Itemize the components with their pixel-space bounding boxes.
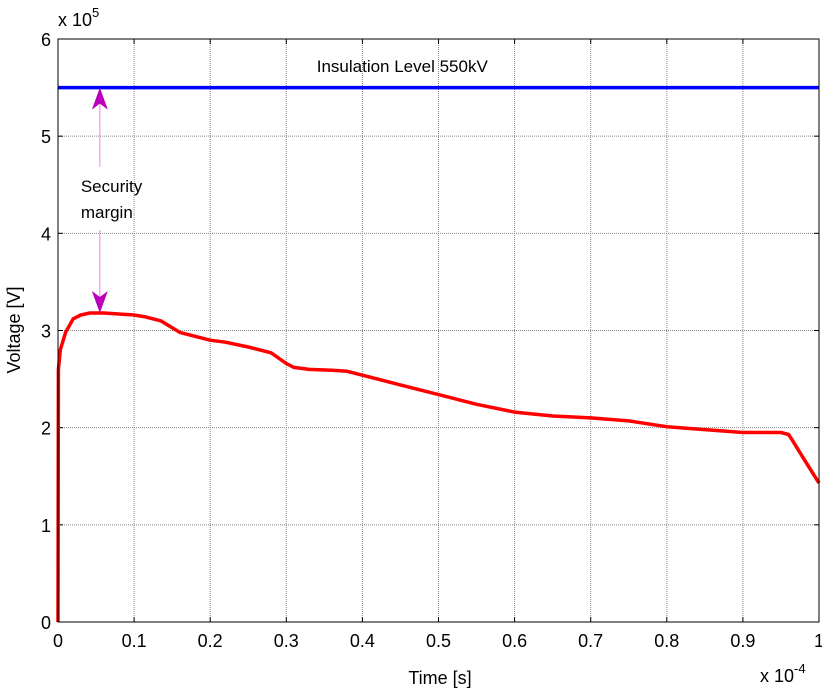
- y-tick-label: 4: [41, 224, 51, 244]
- arrowhead-down-icon: [91, 291, 108, 314]
- x-tick-label: 0.1: [122, 631, 147, 651]
- x-tick-label: 0.7: [578, 631, 603, 651]
- y-tick-label: 5: [41, 127, 51, 147]
- y-tick-label: 1: [41, 516, 51, 536]
- security-margin-label-line1: Security: [81, 177, 143, 196]
- x-multiplier-label: x 10-4: [760, 661, 806, 686]
- x-tick-label: 0.9: [730, 631, 755, 651]
- x-tick-label: 0.6: [502, 631, 527, 651]
- insulation-level-label: Insulation Level 550kV: [317, 57, 489, 76]
- y-axis-label: Voltage [V]: [4, 286, 24, 373]
- x-tick-label: 1: [814, 631, 822, 651]
- axes-box: [57, 38, 820, 623]
- arrowhead-up-icon: [91, 87, 108, 110]
- y-tick-label: 2: [41, 419, 51, 439]
- x-tick-label: 0.2: [198, 631, 223, 651]
- x-tick-label: 0.8: [654, 631, 679, 651]
- grid: [57, 38, 820, 623]
- y-multiplier-label: x 105: [58, 5, 99, 30]
- security-margin-label-line2: margin: [81, 203, 133, 222]
- y-tick-label: 0: [41, 613, 51, 633]
- x-tick-label: 0.3: [274, 631, 299, 651]
- annotation-layer: Insulation Level 550kV Security margin: [81, 57, 489, 314]
- x-tick-label: 0.4: [350, 631, 375, 651]
- voltage-series-line: [56, 311, 821, 623]
- x-tick-label: 0.5: [426, 631, 451, 651]
- y-tick-label: 3: [41, 322, 51, 342]
- x-tick-label: 0: [53, 631, 63, 651]
- tick-labels: 0 0.1 0.2 0.3 0.4 0.5 0.6 0.7 0.8 0.9 1 0 1 2 3 4 5 6: [41, 30, 822, 651]
- y-tick-label: 6: [41, 30, 51, 50]
- x-axis-label: Time [s]: [408, 668, 471, 688]
- series-layer: [56, 85, 821, 623]
